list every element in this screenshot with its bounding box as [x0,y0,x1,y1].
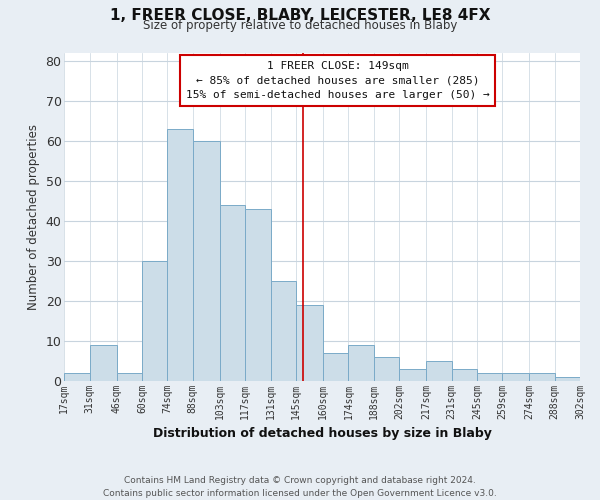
Bar [271,280,296,380]
Bar [142,260,167,380]
Bar [220,204,245,380]
Text: 1 FREER CLOSE: 149sqm
← 85% of detached houses are smaller (285)
15% of semi-det: 1 FREER CLOSE: 149sqm ← 85% of detached … [186,60,490,100]
Bar [529,372,554,380]
Bar [64,372,89,380]
Bar [245,208,271,380]
Text: 1, FREER CLOSE, BLABY, LEICESTER, LE8 4FX: 1, FREER CLOSE, BLABY, LEICESTER, LE8 4F… [110,8,490,22]
Y-axis label: Number of detached properties: Number of detached properties [27,124,40,310]
Bar [89,344,117,380]
Bar [554,376,580,380]
Bar [167,128,193,380]
Bar [193,140,220,380]
Bar [374,356,399,380]
Bar [323,352,349,380]
Bar [117,372,142,380]
Bar [477,372,502,380]
X-axis label: Distribution of detached houses by size in Blaby: Distribution of detached houses by size … [153,427,491,440]
Bar [349,344,374,380]
Text: Size of property relative to detached houses in Blaby: Size of property relative to detached ho… [143,18,457,32]
Bar [502,372,529,380]
Bar [399,368,426,380]
Bar [452,368,477,380]
Bar [296,304,323,380]
Bar [426,360,452,380]
Text: Contains HM Land Registry data © Crown copyright and database right 2024.
Contai: Contains HM Land Registry data © Crown c… [103,476,497,498]
